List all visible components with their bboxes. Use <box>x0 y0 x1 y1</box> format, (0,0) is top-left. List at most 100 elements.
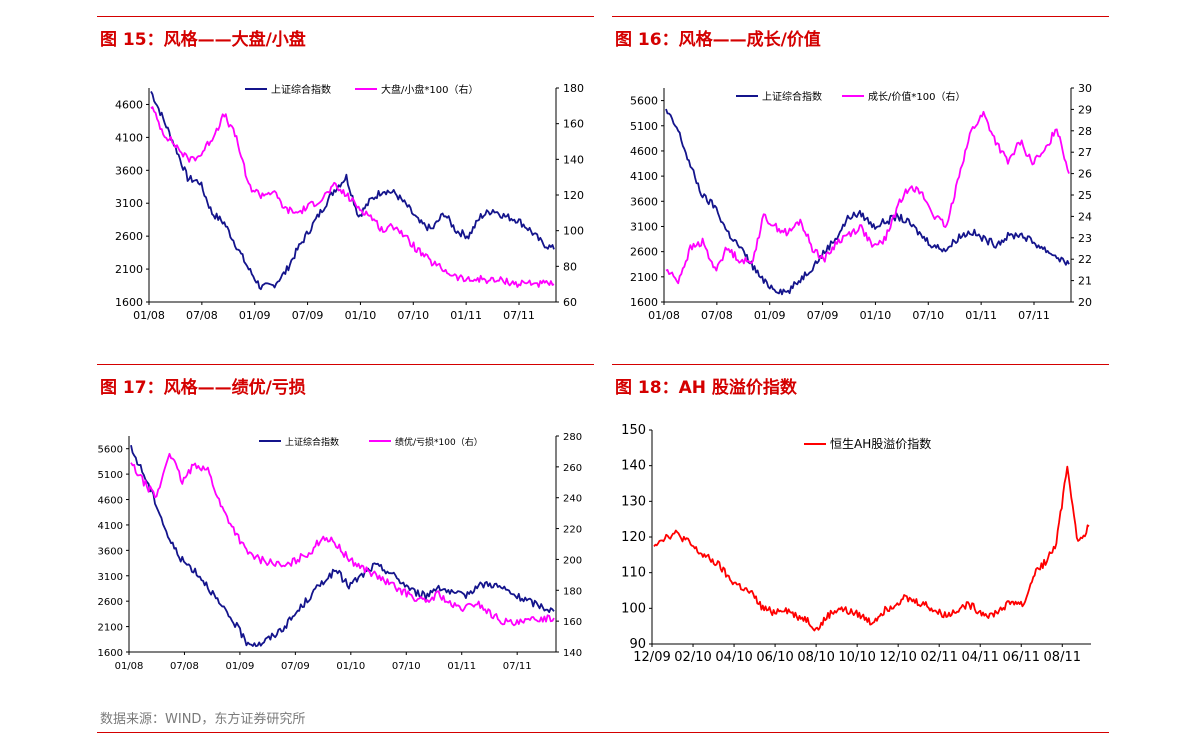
y-tick-label-right: 24 <box>1078 210 1092 223</box>
y-tick-label-left: 4600 <box>98 496 123 507</box>
y-tick-label-right: 21 <box>1078 275 1092 288</box>
y-tick-label-left: 3100 <box>115 197 143 210</box>
chart-large-small: 4600 4100 3600 3100 2600 2100 1600 180 160 140 120… <box>115 82 584 322</box>
series-line-1 <box>665 108 1070 296</box>
x-tick-label: 07/08 <box>170 661 199 672</box>
x-tick-label: 07/09 <box>281 661 310 672</box>
y-tick-label-left: 1600 <box>98 648 123 659</box>
y-tick-label-right: 60 <box>563 296 577 309</box>
y-tick-label-left: 2600 <box>115 230 143 243</box>
y-tick-label-left: 1600 <box>630 296 658 309</box>
y-tick-label-left: 3100 <box>630 220 658 233</box>
x-tick-label: 07/09 <box>292 309 324 322</box>
x-tick-label: 02/10 <box>674 650 711 665</box>
legend-label: 成长/价值*100（右） <box>868 90 965 103</box>
y-tick-label-right: 27 <box>1078 146 1092 159</box>
y-tick-label-right: 180 <box>563 82 584 95</box>
x-tick-label: 01/09 <box>239 309 271 322</box>
y-tick-label-right: 100 <box>563 225 584 238</box>
x-tick-label: 01/10 <box>345 309 377 322</box>
legend-label: 绩优/亏损*100（右） <box>395 436 483 448</box>
y-tick-label-left: 130 <box>621 494 646 509</box>
y-tick-label-right: 23 <box>1078 232 1092 245</box>
y-tick-label-left: 4100 <box>115 131 143 144</box>
y-tick-label-right: 140 <box>563 153 584 166</box>
y-tick-label-left: 3100 <box>98 572 123 583</box>
x-tick-label: 07/08 <box>701 309 733 322</box>
x-tick-label: 01/10 <box>336 661 365 672</box>
y-tick-label-right: 160 <box>563 118 584 131</box>
y-tick-label-right: 280 <box>563 432 582 443</box>
x-tick-label: 04/10 <box>715 650 752 665</box>
x-tick-label: 08/10 <box>797 650 834 665</box>
panel-title-15: 图 15：风格——大盘/小盘 <box>100 30 306 50</box>
series-line-2 <box>665 110 1070 285</box>
x-tick-label: 10/10 <box>838 650 875 665</box>
x-tick-label: 12/09 <box>633 650 670 665</box>
x-tick-label: 01/10 <box>860 309 892 322</box>
panel-title-18: 图 18：AH 股溢价指数 <box>615 378 797 398</box>
y-tick-label-right: 30 <box>1078 82 1092 95</box>
x-tick-label: 12/10 <box>879 650 916 665</box>
x-tick-label: 07/10 <box>392 661 421 672</box>
y-tick-label-right: 180 <box>563 586 582 597</box>
x-tick-label: 07/08 <box>186 309 218 322</box>
y-tick-label-left: 5600 <box>98 445 123 456</box>
legend-label: 上证综合指数 <box>285 436 339 448</box>
y-tick-label-left: 150 <box>621 423 646 438</box>
panel-title-17: 图 17：风格——绩优/亏损 <box>100 378 306 398</box>
y-tick-label-right: 260 <box>563 463 582 474</box>
y-tick-label-left: 90 <box>629 637 646 652</box>
legend-label: 上证综合指数 <box>762 90 822 103</box>
top-rule-right <box>612 16 1109 17</box>
legend-label: 大盘/小盘*100（右） <box>381 83 478 96</box>
series-line-1 <box>150 90 555 291</box>
x-tick-label: 06/10 <box>756 650 793 665</box>
x-tick-label: 01/08 <box>115 661 144 672</box>
y-tick-label-right: 26 <box>1078 168 1092 181</box>
y-tick-label-left: 2100 <box>115 263 143 276</box>
chart-growth-value: 5600 5100 4600 4100 3600 3100 2600 2100 1600 30 29… <box>630 82 1092 322</box>
y-tick-label-left: 2600 <box>98 597 123 608</box>
y-tick-label-right: 160 <box>563 617 582 628</box>
y-tick-label-right: 140 <box>563 648 582 659</box>
y-tick-label-left: 5100 <box>630 120 658 133</box>
y-tick-label-left: 4100 <box>98 521 123 532</box>
x-tick-label: 01/11 <box>965 309 997 322</box>
x-tick-label: 01/09 <box>754 309 786 322</box>
y-tick-label-left: 3600 <box>98 546 123 557</box>
y-tick-label-left: 4100 <box>630 170 658 183</box>
x-tick-label: 04/11 <box>961 650 998 665</box>
y-tick-label-left: 140 <box>621 459 646 474</box>
data-source-note: 数据来源：WIND，东方证券研究所 <box>100 712 306 727</box>
y-tick-label-right: 120 <box>563 189 584 202</box>
x-tick-label: 06/11 <box>1003 650 1040 665</box>
series-line-2 <box>130 452 555 627</box>
x-tick-label: 01/11 <box>447 661 476 672</box>
x-tick-label: 07/10 <box>912 309 944 322</box>
y-tick-label-right: 28 <box>1078 125 1092 138</box>
x-tick-label: 08/11 <box>1044 650 1081 665</box>
bottom-rule <box>97 732 1109 733</box>
series-line-1 <box>653 465 1090 632</box>
y-tick-label-left: 2100 <box>630 271 658 284</box>
y-tick-label-left: 4600 <box>115 98 143 111</box>
y-tick-label-left: 1600 <box>115 296 143 309</box>
legend-label: 恒生AH股溢价指数 <box>830 436 931 451</box>
y-tick-label-right: 22 <box>1078 253 1092 266</box>
x-tick-label: 01/08 <box>648 309 680 322</box>
y-tick-label-left: 3600 <box>115 164 143 177</box>
series-line-2 <box>150 106 555 288</box>
y-tick-label-left: 120 <box>621 530 646 545</box>
x-tick-label: 07/09 <box>807 309 839 322</box>
x-tick-label: 01/09 <box>225 661 254 672</box>
y-tick-label-right: 200 <box>563 555 582 566</box>
x-tick-label: 07/11 <box>503 309 535 322</box>
y-tick-label-right: 220 <box>563 525 582 536</box>
x-tick-label: 07/11 <box>1018 309 1050 322</box>
y-tick-label-left: 100 <box>621 601 646 616</box>
y-tick-label-left: 2100 <box>98 623 123 634</box>
mid-rule-left <box>97 364 594 365</box>
y-tick-label-left: 5100 <box>98 470 123 481</box>
